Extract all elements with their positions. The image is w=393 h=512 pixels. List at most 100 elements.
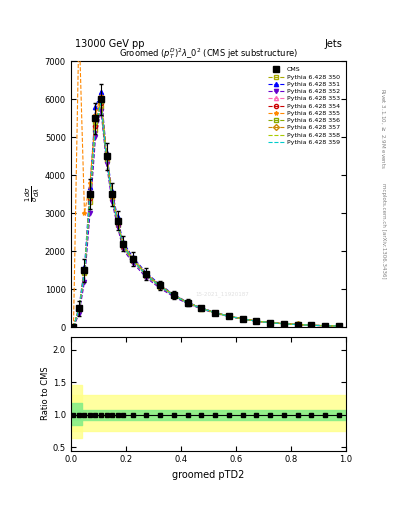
Pythia 6.428 358 bbox=[199, 305, 204, 311]
Pythia 6.428 355 bbox=[323, 323, 328, 329]
Pythia 6.428 358 bbox=[281, 321, 286, 327]
Pythia 6.428 359 bbox=[115, 219, 120, 225]
Pythia 6.428 351 bbox=[185, 299, 190, 305]
Pythia 6.428 350 bbox=[110, 195, 114, 201]
Pythia 6.428 359 bbox=[323, 323, 328, 329]
Pythia 6.428 355 bbox=[144, 271, 149, 277]
Pythia 6.428 354 bbox=[82, 269, 87, 275]
Pythia 6.428 353 bbox=[323, 323, 328, 329]
Pythia 6.428 357 bbox=[199, 305, 204, 311]
Pythia 6.428 355 bbox=[77, 20, 81, 27]
Pythia 6.428 354 bbox=[323, 323, 328, 329]
Pythia 6.428 352 bbox=[199, 306, 204, 312]
Pythia 6.428 353 bbox=[115, 218, 120, 224]
Pythia 6.428 351 bbox=[240, 315, 245, 322]
Pythia 6.428 350 bbox=[144, 273, 149, 279]
Pythia 6.428 359 bbox=[71, 324, 76, 330]
Pythia 6.428 352 bbox=[268, 319, 272, 326]
Pythia 6.428 353 bbox=[130, 256, 135, 262]
Pythia 6.428 354 bbox=[93, 123, 98, 129]
Pythia 6.428 358 bbox=[240, 316, 245, 322]
Pythia 6.428 358 bbox=[71, 324, 76, 330]
Pythia 6.428 357 bbox=[130, 256, 135, 262]
Line: Pythia 6.428 359: Pythia 6.428 359 bbox=[73, 103, 339, 327]
Pythia 6.428 352 bbox=[130, 260, 135, 266]
Pythia 6.428 355 bbox=[99, 93, 103, 99]
Pythia 6.428 357 bbox=[77, 305, 81, 311]
Pythia 6.428 353 bbox=[240, 316, 245, 322]
Pythia 6.428 353 bbox=[254, 318, 259, 324]
Pythia 6.428 353 bbox=[226, 313, 231, 319]
Pythia 6.428 359 bbox=[144, 272, 149, 278]
Pythia 6.428 359 bbox=[268, 319, 272, 326]
Pythia 6.428 352 bbox=[77, 311, 81, 317]
Pythia 6.428 354 bbox=[281, 321, 286, 327]
Pythia 6.428 356 bbox=[254, 318, 259, 324]
Pythia 6.428 351 bbox=[115, 214, 120, 220]
Pythia 6.428 357 bbox=[88, 192, 92, 198]
Pythia 6.428 359 bbox=[77, 306, 81, 312]
Y-axis label: Ratio to CMS: Ratio to CMS bbox=[41, 367, 50, 420]
Pythia 6.428 356 bbox=[104, 154, 109, 160]
Pythia 6.428 359 bbox=[99, 100, 103, 106]
Pythia 6.428 355 bbox=[88, 180, 92, 186]
Line: Pythia 6.428 354: Pythia 6.428 354 bbox=[72, 101, 341, 329]
Pythia 6.428 352 bbox=[115, 224, 120, 230]
Pythia 6.428 353 bbox=[110, 191, 114, 198]
Pythia 6.428 352 bbox=[213, 310, 218, 316]
Pythia 6.428 355 bbox=[121, 241, 125, 247]
Pythia 6.428 357 bbox=[226, 313, 231, 319]
Pythia 6.428 356 bbox=[213, 310, 218, 316]
Pythia 6.428 354 bbox=[158, 283, 163, 289]
Pythia 6.428 356 bbox=[82, 269, 87, 275]
Pythia 6.428 359 bbox=[171, 292, 176, 298]
Pythia 6.428 357 bbox=[213, 310, 218, 316]
Pythia 6.428 352 bbox=[88, 210, 92, 217]
Pythia 6.428 358 bbox=[254, 318, 259, 324]
Pythia 6.428 357 bbox=[336, 323, 341, 329]
Pythia 6.428 359 bbox=[185, 300, 190, 306]
Pythia 6.428 355 bbox=[104, 152, 109, 158]
Pythia 6.428 350 bbox=[268, 319, 272, 326]
Pythia 6.428 357 bbox=[121, 241, 125, 247]
Pythia 6.428 354 bbox=[295, 322, 300, 328]
Pythia 6.428 356 bbox=[99, 98, 103, 104]
Line: Pythia 6.428 351: Pythia 6.428 351 bbox=[72, 90, 341, 329]
Pythia 6.428 353 bbox=[121, 241, 125, 247]
Pythia 6.428 358 bbox=[88, 194, 92, 200]
Pythia 6.428 359 bbox=[336, 323, 341, 329]
Pythia 6.428 354 bbox=[226, 313, 231, 319]
Pythia 6.428 357 bbox=[281, 321, 286, 327]
Pythia 6.428 358 bbox=[336, 323, 341, 329]
Pythia 6.428 354 bbox=[144, 272, 149, 278]
Pythia 6.428 356 bbox=[171, 292, 176, 298]
Pythia 6.428 352 bbox=[226, 313, 231, 319]
Pythia 6.428 357 bbox=[71, 324, 76, 330]
Pythia 6.428 351 bbox=[82, 264, 87, 270]
Pythia 6.428 352 bbox=[295, 322, 300, 328]
X-axis label: groomed pTD2: groomed pTD2 bbox=[172, 470, 244, 480]
Pythia 6.428 356 bbox=[110, 192, 114, 198]
Pythia 6.428 356 bbox=[144, 271, 149, 278]
Pythia 6.428 357 bbox=[115, 218, 120, 224]
Pythia 6.428 356 bbox=[71, 324, 76, 330]
Pythia 6.428 350 bbox=[104, 157, 109, 163]
Pythia 6.428 359 bbox=[199, 305, 204, 311]
Pythia 6.428 350 bbox=[199, 306, 204, 312]
Pythia 6.428 358 bbox=[323, 323, 328, 329]
Pythia 6.428 354 bbox=[77, 306, 81, 312]
Pythia 6.428 350 bbox=[254, 318, 259, 324]
Pythia 6.428 352 bbox=[323, 323, 328, 329]
Pythia 6.428 359 bbox=[309, 322, 314, 328]
Pythia 6.428 354 bbox=[268, 319, 272, 326]
Pythia 6.428 356 bbox=[158, 283, 163, 289]
Pythia 6.428 352 bbox=[336, 323, 341, 329]
Pythia 6.428 350 bbox=[309, 322, 314, 328]
Pythia 6.428 359 bbox=[240, 316, 245, 322]
Pythia 6.428 353 bbox=[88, 191, 92, 198]
Pythia 6.428 357 bbox=[309, 322, 314, 328]
Pythia 6.428 359 bbox=[121, 242, 125, 248]
Pythia 6.428 356 bbox=[77, 306, 81, 312]
Pythia 6.428 359 bbox=[130, 257, 135, 263]
Pythia 6.428 356 bbox=[309, 322, 314, 328]
